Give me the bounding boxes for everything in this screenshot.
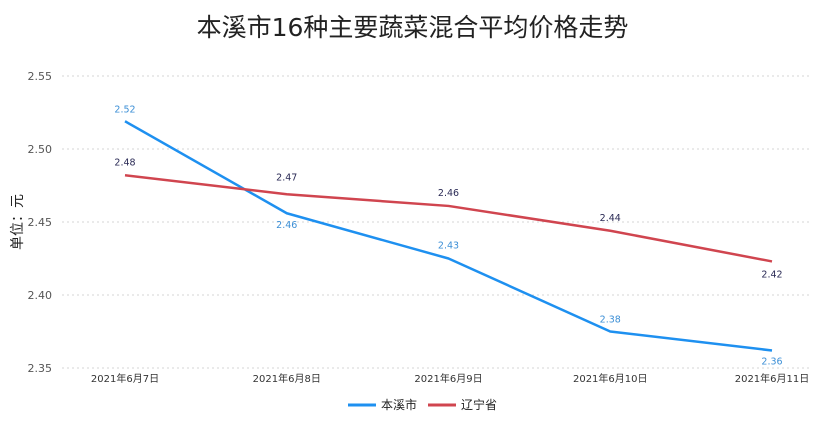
chart-title: 本溪市16种主要蔬菜混合平均价格走势: [196, 13, 629, 42]
y-axis-label: 单位：元: [10, 194, 26, 250]
data-label: 2.43: [438, 241, 459, 252]
x-tick-label: 2021年6月9日: [414, 372, 482, 385]
y-tick-label: 2.45: [28, 216, 53, 229]
data-label: 2.47: [276, 172, 297, 183]
data-label: 2.38: [600, 315, 621, 326]
legend-label: 本溪市: [381, 397, 417, 412]
x-tick-label: 2021年6月10日: [573, 372, 648, 385]
legend-item-0[interactable]: 本溪市: [348, 397, 417, 412]
data-label: 2.46: [276, 220, 297, 231]
legend-item-1[interactable]: 辽宁省: [428, 397, 497, 412]
series-line-1: [124, 174, 773, 263]
x-tick-label: 2021年6月11日: [735, 372, 810, 385]
data-label: 2.36: [761, 356, 782, 367]
x-axis-ticks: 2021年6月7日 2021年6月8日 2021年6月9日 2021年6月10日 202…: [91, 372, 809, 385]
data-labels: 2.52 2.46 2.43 2.38 2.36 2.48 2.47 2.46 2.44 2.42: [114, 104, 782, 367]
series-line-0: [124, 120, 773, 352]
y-tick-label: 2.55: [28, 70, 53, 83]
data-label: 2.48: [114, 157, 135, 168]
data-label: 2.44: [600, 213, 621, 224]
legend[interactable]: 本溪市 辽宁省: [348, 397, 497, 412]
data-label: 2.42: [761, 269, 782, 280]
x-tick-label: 2021年6月8日: [253, 372, 321, 385]
y-axis-ticks: 2.55 2.50 2.45 2.40 2.35: [28, 70, 53, 375]
legend-label: 辽宁省: [461, 397, 497, 412]
x-tick-label: 2021年6月7日: [91, 372, 159, 385]
y-tick-label: 2.35: [28, 362, 53, 375]
y-tick-label: 2.50: [28, 143, 53, 156]
data-label: 2.46: [438, 188, 459, 199]
y-tick-label: 2.40: [28, 289, 53, 302]
data-label: 2.52: [114, 104, 135, 115]
grid-lines: [62, 75, 810, 369]
series-lines: [124, 120, 773, 352]
